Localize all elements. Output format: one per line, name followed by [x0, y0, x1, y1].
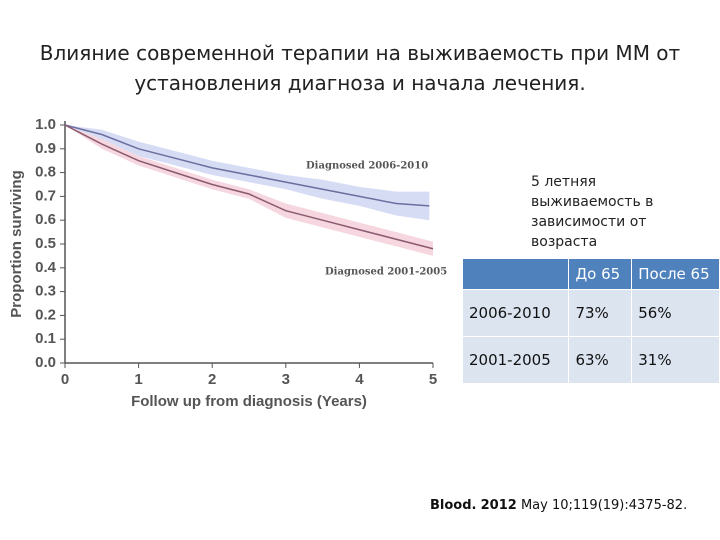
cell: 2001-2005	[461, 336, 570, 384]
header-cell: До 65	[568, 258, 633, 290]
y-tick-label: 0.0	[35, 354, 56, 371]
cell: 56%	[631, 289, 720, 337]
row: 2001-2005 63% 31%	[461, 336, 720, 384]
y-axis-label: Proportion surviving	[8, 170, 25, 318]
y-tick-label: 0.2	[35, 306, 56, 323]
y-tick-label: 0.3	[35, 283, 56, 300]
confidence-band	[65, 125, 433, 256]
series-annotation: Diagnosed 2006-2010	[306, 161, 428, 172]
slide-title: Влияние современной терапии на выживаемо…	[39, 41, 681, 95]
y-tick-label: 0.5	[35, 235, 56, 252]
confidence-band	[65, 125, 430, 221]
header-cell	[461, 258, 570, 290]
y-tick-label: 1.0	[35, 116, 56, 133]
series-annotation: Diagnosed 2001-2005	[325, 267, 447, 278]
survival-line	[64, 124, 430, 207]
y-tick-label: 0.8	[35, 164, 56, 181]
x-tick-label: 5	[429, 371, 437, 388]
citation-rest: May 10;119(19):4375-82.	[520, 498, 688, 513]
y-tick-label: 0.7	[35, 187, 56, 204]
survival-line	[64, 124, 434, 250]
cell: 31%	[631, 336, 720, 384]
citation-journal: Blood.	[430, 498, 477, 513]
cell: 2006-2010	[461, 289, 570, 337]
x-tick-label: 2	[208, 371, 216, 388]
y-tick-label: 0.1	[35, 330, 56, 347]
header-cell: После 65	[631, 258, 720, 290]
survival-table: До 65 После 65 2006-2010 73% 56% 2001-20…	[461, 258, 720, 384]
header-row: До 65 После 65	[461, 258, 720, 290]
cell: 73%	[568, 289, 633, 337]
table-caption: 5 летняя выживаемость в зависимости от в…	[531, 174, 654, 250]
citation-year: 2012	[480, 498, 517, 513]
x-tick-label: 0	[61, 371, 69, 388]
x-axis-label: Follow up from diagnosis (Years)	[131, 393, 367, 410]
x-tick-label: 4	[355, 371, 364, 388]
y-tick-label: 0.4	[35, 259, 57, 276]
y-tick-label: 0.6	[35, 211, 56, 228]
citation: Blood. 2012 May 10;119(19):4375-82.	[430, 498, 687, 513]
cell: 63%	[568, 336, 633, 384]
x-tick-label: 1	[134, 371, 142, 388]
y-tick-label: 0.9	[35, 140, 56, 157]
x-tick-label: 3	[282, 371, 290, 388]
row: 2006-2010 73% 56%	[461, 289, 720, 337]
